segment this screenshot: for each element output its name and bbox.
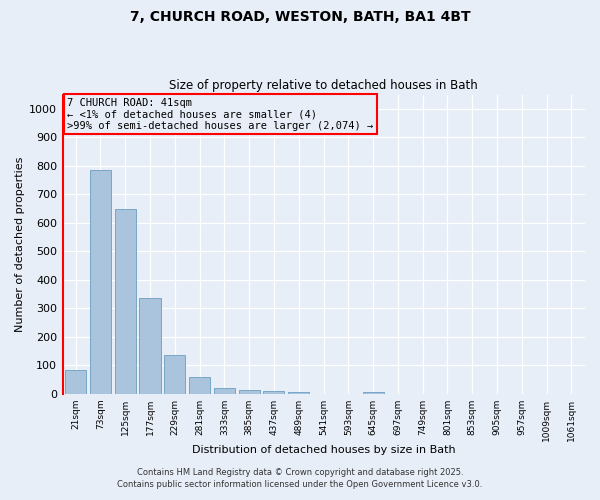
Bar <box>288 392 309 394</box>
Bar <box>139 298 161 394</box>
X-axis label: Distribution of detached houses by size in Bath: Distribution of detached houses by size … <box>192 445 455 455</box>
Bar <box>115 208 136 394</box>
Bar <box>263 391 284 394</box>
Bar <box>65 370 86 394</box>
Bar <box>362 392 383 394</box>
Bar <box>239 390 260 394</box>
Bar <box>189 376 210 394</box>
Text: 7 CHURCH ROAD: 41sqm
← <1% of detached houses are smaller (4)
>99% of semi-detac: 7 CHURCH ROAD: 41sqm ← <1% of detached h… <box>67 98 374 130</box>
Bar <box>90 170 111 394</box>
Bar <box>164 356 185 394</box>
Bar <box>214 388 235 394</box>
Title: Size of property relative to detached houses in Bath: Size of property relative to detached ho… <box>169 79 478 92</box>
Text: Contains HM Land Registry data © Crown copyright and database right 2025.
Contai: Contains HM Land Registry data © Crown c… <box>118 468 482 489</box>
Y-axis label: Number of detached properties: Number of detached properties <box>15 156 25 332</box>
Text: 7, CHURCH ROAD, WESTON, BATH, BA1 4BT: 7, CHURCH ROAD, WESTON, BATH, BA1 4BT <box>130 10 470 24</box>
